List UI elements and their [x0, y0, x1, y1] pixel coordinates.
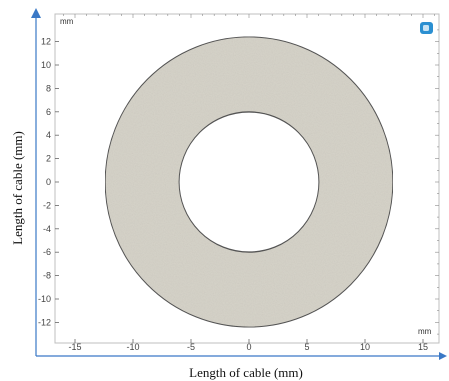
unit-label-bottom-right: mm	[418, 327, 432, 336]
view-cube-icon[interactable]	[420, 22, 433, 34]
x-axis-ticks: -15 -10 -5 0 5 10 15	[63, 14, 435, 352]
x-tick-label: 10	[360, 342, 370, 352]
y-axis-arrow-icon	[31, 8, 41, 18]
x-tick-label: -10	[126, 342, 139, 352]
y-tick-label: 8	[46, 83, 51, 93]
x-axis-title: Length of cable (mm)	[189, 365, 303, 380]
y-tick-label: -10	[38, 294, 51, 304]
y-tick-label: -8	[43, 271, 51, 281]
y-tick-label: -4	[43, 224, 51, 234]
y-tick-label: 10	[41, 60, 51, 70]
y-tick-label: -12	[38, 317, 51, 327]
y-tick-label: 6	[46, 107, 51, 117]
y-tick-label: 2	[46, 154, 51, 164]
x-axis-arrow-icon	[439, 352, 447, 360]
y-tick-label: -6	[43, 247, 51, 257]
x-tick-label: 0	[246, 342, 251, 352]
y-axis-title: Length of cable (mm)	[10, 131, 25, 245]
inner-boundary[interactable]	[178, 111, 320, 253]
x-tick-label: -15	[68, 342, 81, 352]
y-tick-label: 4	[46, 130, 51, 140]
x-tick-label: 5	[304, 342, 309, 352]
unit-label-top-left: mm	[60, 17, 74, 26]
y-tick-label: -2	[43, 200, 51, 210]
y-tick-label: 12	[41, 37, 51, 47]
x-tick-label: -5	[187, 342, 195, 352]
y-tick-label: 0	[46, 177, 51, 187]
y-axis-ticks: 12 10 8 6 4 2 0 -2 -4 -6 -8 -10 -12	[38, 29, 439, 335]
x-tick-label: 15	[418, 342, 428, 352]
